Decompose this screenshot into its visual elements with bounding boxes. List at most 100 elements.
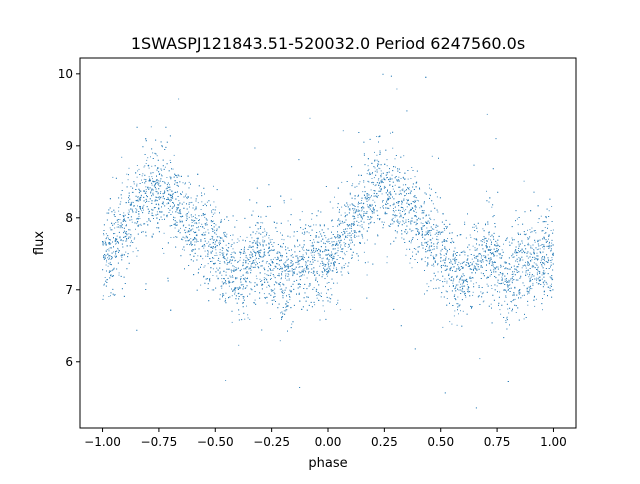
data-point [162, 165, 164, 167]
data-point [264, 254, 266, 256]
data-point [500, 266, 502, 268]
data-point [337, 255, 339, 256]
data-point [321, 258, 323, 260]
data-point [446, 304, 448, 306]
data-point [150, 173, 152, 175]
data-point [259, 278, 261, 280]
data-point [344, 238, 345, 240]
data-point [511, 237, 513, 239]
data-point [194, 214, 196, 216]
data-point [481, 241, 483, 243]
data-point [201, 234, 203, 236]
data-point [204, 265, 206, 267]
data-point [356, 253, 358, 255]
data-point [427, 220, 429, 222]
data-point [542, 309, 543, 311]
data-point [128, 229, 130, 231]
data-point [404, 178, 406, 180]
data-point [175, 236, 177, 238]
data-point [487, 254, 489, 256]
data-point [251, 254, 253, 256]
data-point [277, 252, 279, 254]
data-point [306, 296, 308, 298]
data-point [523, 233, 525, 235]
data-point [136, 185, 138, 187]
data-point [521, 295, 523, 297]
data-point [534, 259, 536, 260]
data-point [284, 262, 286, 264]
data-point [484, 237, 485, 239]
data-point [141, 182, 143, 183]
data-point [472, 245, 474, 247]
data-point [421, 212, 423, 214]
data-point [465, 237, 467, 239]
data-point [268, 250, 270, 252]
data-point [177, 212, 179, 214]
data-point [550, 230, 552, 231]
data-point [333, 256, 335, 258]
data-point [533, 249, 534, 251]
data-point [112, 241, 113, 243]
data-point [143, 178, 145, 180]
data-point [525, 267, 527, 269]
data-point [429, 250, 431, 252]
data-point [267, 270, 269, 272]
data-point [451, 240, 453, 242]
data-point [386, 207, 388, 209]
data-point [470, 236, 472, 238]
data-point [550, 249, 552, 251]
data-point [306, 288, 308, 290]
data-point [417, 246, 419, 248]
data-point [525, 261, 526, 263]
data-point [546, 208, 548, 210]
data-point [483, 241, 485, 243]
data-point [145, 191, 147, 192]
data-point [173, 223, 175, 225]
data-point [486, 283, 488, 285]
data-point [527, 304, 529, 306]
data-point [313, 271, 315, 273]
data-point [540, 215, 542, 217]
data-point [238, 287, 240, 289]
data-point [529, 272, 531, 274]
data-point [520, 297, 522, 299]
data-point [388, 196, 390, 198]
data-point [486, 113, 488, 115]
data-point [489, 246, 491, 248]
data-point [132, 201, 134, 203]
data-point [232, 270, 234, 272]
data-point [377, 218, 379, 220]
data-point [311, 254, 313, 256]
data-point [369, 196, 371, 198]
data-point [192, 204, 194, 206]
data-point [289, 289, 291, 291]
data-point [467, 291, 469, 293]
data-point [367, 261, 369, 263]
data-point [201, 195, 203, 197]
data-point [142, 146, 144, 148]
data-point [289, 296, 291, 298]
data-point [551, 259, 553, 261]
data-point [551, 242, 553, 244]
data-point [262, 241, 264, 243]
data-point [504, 280, 506, 282]
data-point [326, 275, 328, 277]
data-point [400, 178, 402, 179]
data-point [203, 227, 205, 229]
data-point [221, 237, 223, 239]
data-point [399, 186, 401, 188]
data-point [544, 227, 546, 228]
data-point [126, 234, 128, 236]
data-point [499, 253, 501, 255]
data-point [130, 241, 132, 243]
data-point [507, 287, 509, 289]
data-point [113, 295, 115, 296]
data-point [302, 259, 304, 261]
data-point [178, 200, 180, 202]
data-point [281, 274, 283, 276]
data-point [367, 217, 369, 218]
data-point [207, 255, 209, 257]
data-point [446, 251, 448, 253]
data-point [402, 207, 404, 208]
